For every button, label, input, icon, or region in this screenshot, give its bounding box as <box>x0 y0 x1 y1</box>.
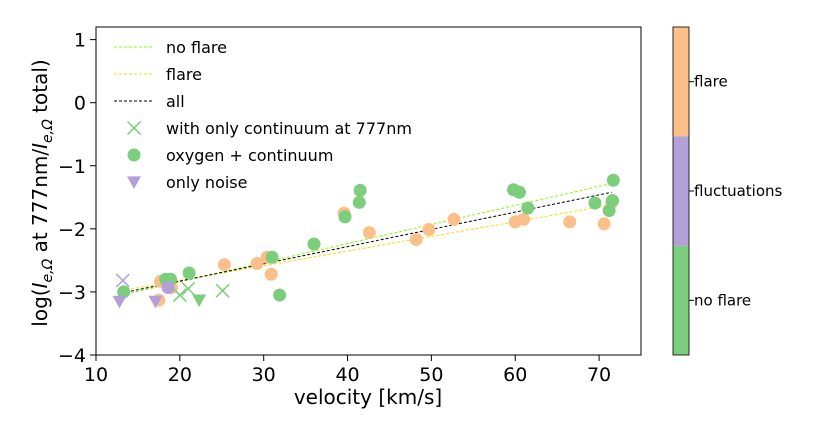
data-point-s2-6 <box>273 288 287 302</box>
legend-label-6: only noise <box>166 173 247 192</box>
x-tick-label-1: 10 <box>84 364 108 386</box>
x-tick-label-5: 50 <box>419 364 443 386</box>
data-point-s5-1-stroke-b <box>115 273 130 288</box>
data-point-s2-1 <box>117 285 131 299</box>
data-point-s4-2 <box>181 281 196 296</box>
data-point-s6-1 <box>112 295 127 309</box>
y-tick-label-2: 0 <box>74 93 86 115</box>
data-point-s2-10 <box>352 195 366 209</box>
data-point-s1-11 <box>422 222 436 236</box>
fit-line-2 <box>121 204 612 292</box>
data-point-s2-13 <box>521 201 535 215</box>
y-tick-label-6: −4 <box>58 345 86 367</box>
colorbar: flare fluctuations no flare <box>672 26 783 356</box>
data-point-s1-5 <box>250 257 264 271</box>
data-point-s4-1-stroke-b <box>172 288 187 303</box>
x-tick-label-4: 40 <box>335 364 359 386</box>
fit-lines <box>121 182 612 296</box>
data-point-s6-2 <box>148 295 163 309</box>
data-point-s2-17 <box>605 193 619 207</box>
data-point-s2-9 <box>353 183 367 197</box>
fit-line-1 <box>121 182 612 296</box>
legend-label-3: all <box>166 92 185 111</box>
colorbar-label-1: flare <box>694 73 728 91</box>
data-point-s1-14 <box>517 212 531 226</box>
data-point-s1-12 <box>447 212 461 226</box>
plot-frame <box>95 26 642 356</box>
data-point-s1-4 <box>217 258 231 272</box>
y-axis-label: log(Ie,Ω at 777nm/Ie,Ω total) <box>28 59 56 326</box>
data-point-s4-2-stroke-b <box>181 281 196 296</box>
x-tick-label-7: 70 <box>587 364 611 386</box>
fit-line-3 <box>121 191 612 294</box>
data-points <box>112 173 620 309</box>
data-point-s1-9 <box>362 226 376 240</box>
colorbar-segment-2 <box>673 136 689 246</box>
data-point-s2-14 <box>588 196 602 210</box>
data-point-s2-15 <box>602 204 616 218</box>
x-tick-label-6: 60 <box>503 364 527 386</box>
legend-label-1: no flare <box>166 38 227 57</box>
legend-marker-5 <box>127 148 141 162</box>
data-point-s4-3 <box>215 283 230 298</box>
data-point-s4-1 <box>172 288 187 303</box>
colorbar-frame <box>672 26 690 356</box>
data-point-s2-16 <box>606 173 620 187</box>
data-point-s1-7 <box>264 267 278 281</box>
y-tick-label-5: −3 <box>58 282 86 304</box>
x-axis: 10 20 30 40 50 60 70 <box>84 355 611 386</box>
legend: no flare flare all with only continuum at 7… <box>114 38 412 192</box>
y-tick-label-4: −2 <box>58 219 86 241</box>
data-point-s7-1 <box>192 294 207 308</box>
data-point-s2-7 <box>307 237 321 251</box>
colorbar-label-3: no flare <box>694 291 751 309</box>
data-point-s1-10 <box>409 233 423 247</box>
legend-label-2: flare <box>166 65 202 84</box>
data-point-s3-1 <box>161 281 175 295</box>
legend-marker-4-stroke-b <box>126 120 142 136</box>
colorbar-label-2: fluctuations <box>694 182 783 200</box>
y-tick-label-3: −1 <box>58 156 86 178</box>
plot-area: 10 20 30 40 50 60 70 10−1−2−3−4 velocity [km/s… <box>28 26 642 409</box>
data-point-s2-8 <box>338 210 352 224</box>
legend-marker-6 <box>127 176 141 189</box>
data-point-s4-3-stroke-b <box>215 283 230 298</box>
colorbar-segment-3 <box>673 245 689 355</box>
data-point-s5-1 <box>115 273 130 288</box>
x-tick-label-3: 30 <box>252 364 276 386</box>
legend-label-5: oxygen + continuum <box>166 146 333 165</box>
y-axis: 1 0 −1 −2 −3 −4 <box>58 30 96 367</box>
legend-marker-4 <box>126 120 142 136</box>
data-point-s1-15 <box>563 215 577 229</box>
data-point-s1-16 <box>597 217 611 231</box>
data-point-s2-12 <box>512 185 526 199</box>
y-tick-label-1: 1 <box>74 30 86 52</box>
legend-label-4: with only continuum at 777nm <box>166 119 412 138</box>
x-axis-label: velocity [km/s] <box>294 385 442 409</box>
colorbar-segment-1 <box>673 27 689 137</box>
data-point-s2-5 <box>265 250 279 264</box>
x-tick-label-2: 20 <box>168 364 192 386</box>
data-point-s2-4 <box>182 266 196 280</box>
